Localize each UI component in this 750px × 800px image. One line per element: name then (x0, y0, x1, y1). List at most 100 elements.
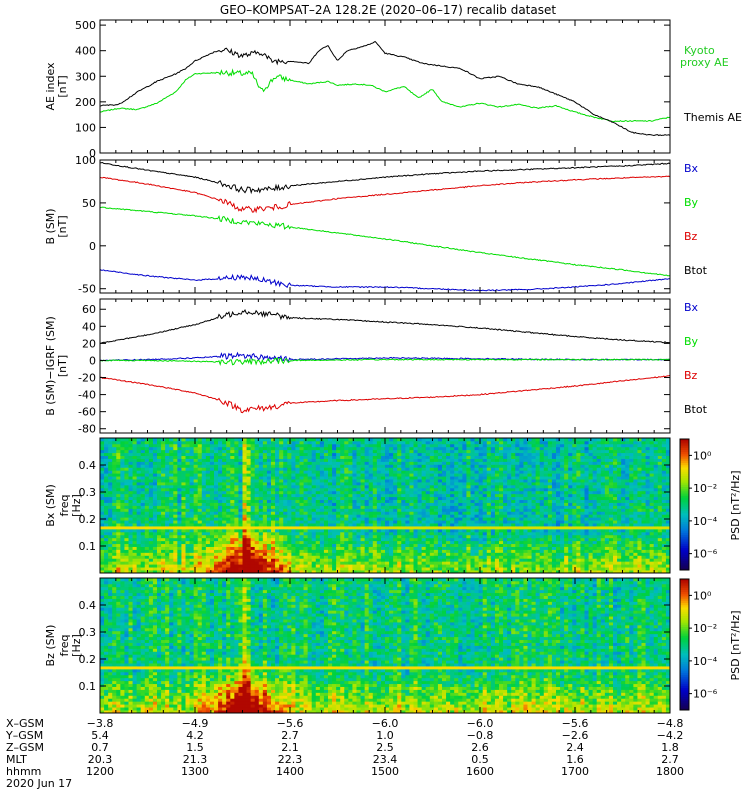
ephemeris-value: 5.4 (91, 729, 109, 742)
ae-legend-themis: Themis AE (683, 111, 742, 124)
ephemeris-value: −0.8 (467, 729, 494, 742)
legend-btot: Btot (684, 403, 708, 416)
colorbar-label: PSD [nT²/Hz] (729, 470, 742, 540)
ephemeris-row-label: MLT (6, 753, 27, 766)
y-axis-label: AE index (44, 62, 57, 111)
y-axis-label-secondary: freq (58, 635, 71, 657)
ephemeris-value: 1.8 (661, 741, 679, 754)
ephemeris-value: 1.6 (566, 753, 584, 766)
colorbar: 10⁰ 10⁻² 10⁻⁴ 10⁻⁶ PSD [nT²/Hz] (679, 438, 742, 571)
series-by (99, 357, 671, 366)
legend-by: By (684, 335, 699, 348)
panel-bx-spectrogram: 0.1 0.2 0.3 0.4 10⁰ 10⁻² 10⁻⁴ 10⁻⁶ PSD [nT²/Hz] B… (44, 437, 742, 574)
y-axis-unit: [nT] (56, 215, 69, 237)
panel-ae: 0 100 200 300 400 500 AE index [nT] (44, 19, 671, 160)
figure-title: GEO–KOMPSAT–2A 128.2E (2020–06–17) recal… (220, 3, 556, 17)
y-tick-label: -60 (78, 406, 96, 419)
ae-legend-kyoto-line2: proxy AE (680, 56, 729, 69)
legend-bz: Bz (684, 369, 698, 382)
y-tick-label: 0.1 (79, 540, 97, 553)
y-tick-label: 0.1 (79, 680, 97, 693)
ephemeris-value: 1.0 (376, 729, 394, 742)
panel-bz-spectrogram: 0.1 0.2 0.3 0.4 10⁰ 10⁻² 10⁻⁴ 10⁻⁶ PSD [nT²/Hz] B… (44, 577, 742, 714)
y-axis-label: Bx (SM) (44, 484, 57, 527)
y-tick-label: -80 (78, 423, 96, 436)
colorbar-tick-label: 10⁻⁴ (693, 515, 718, 528)
ae-legend-kyoto-line1: Kyoto (684, 44, 715, 57)
y-tick-label: -40 (78, 389, 96, 402)
ephemeris-value: 0.5 (471, 753, 489, 766)
heatmap-cells (100, 578, 671, 714)
y-tick-label: 100 (75, 121, 96, 134)
ephemeris-value: −4.2 (657, 729, 684, 742)
colorbar-tick-label: 10⁻² (693, 482, 717, 495)
ephemeris-row-label: Y–GSM (5, 729, 43, 742)
y-tick-label: -50 (78, 283, 96, 296)
colorbar-tick-label: 10⁰ (693, 589, 712, 602)
series-btot (99, 308, 670, 344)
y-tick-label: 100 (75, 154, 96, 167)
series-themis-ae (99, 40, 671, 137)
legend-btot: Btot (684, 264, 708, 277)
panel-bsm-igrf: -80 -60 -40 -20 0 20 40 60 Bx By Bz Btot B (SM)−IGRF… (44, 298, 708, 436)
ephemeris-value: 1700 (561, 765, 589, 778)
ephemeris-value: 1800 (656, 765, 684, 778)
ephemeris-table: X–GSM −3.8 −4.9 −5.6 −6.0 −6.0 −5.6 −4.8 Y–GSM 5.… (5, 717, 684, 790)
ephemeris-row-label: Z–GSM (6, 741, 44, 754)
y-tick-label: 0.4 (79, 599, 97, 612)
ephemeris-value: −5.6 (562, 717, 589, 730)
y-tick-label: 300 (75, 70, 96, 83)
ephemeris-value: −3.8 (87, 717, 114, 730)
y-axis-unit: [nT] (56, 355, 69, 377)
series-btot (99, 161, 671, 195)
ephemeris-value: 1.5 (186, 741, 204, 754)
y-tick-label: 50 (82, 197, 96, 210)
ephemeris-value: −6.0 (372, 717, 399, 730)
colorbar: 10⁰ 10⁻² 10⁻⁴ 10⁻⁶ PSD [nT²/Hz] (679, 578, 742, 711)
ephemeris-value: 1200 (86, 765, 114, 778)
ephemeris-value: −2.6 (562, 729, 589, 742)
ephemeris-value: 2.7 (661, 753, 679, 766)
colorbar-tick-label: 10⁰ (693, 449, 712, 462)
y-tick-label: 200 (75, 96, 96, 109)
ephemeris-value: 2.6 (471, 741, 489, 754)
ephemeris-value: 2.7 (281, 729, 299, 742)
y-tick-label: 20 (82, 337, 96, 350)
heatmap-cells (100, 438, 671, 574)
colorbar-tick-label: 10⁻⁶ (693, 548, 718, 561)
y-tick-label: 60 (82, 303, 96, 316)
colorbar-tick-label: 10⁻² (693, 622, 717, 635)
legend-by: By (684, 196, 699, 209)
ephemeris-value: 1400 (276, 765, 304, 778)
y-tick-label: 0.4 (79, 459, 97, 472)
ephemeris-value: −4.9 (182, 717, 209, 730)
colorbar-tick-label: 10⁻⁶ (693, 688, 718, 701)
colorbar-tick-label: 10⁻⁴ (693, 655, 718, 668)
y-tick-label: 40 (82, 320, 96, 333)
panel-frame (99, 19, 671, 154)
series-bz (99, 374, 671, 414)
y-tick-label: 500 (75, 19, 96, 32)
y-axis-unit: [Hz] (70, 494, 83, 517)
ephemeris-value: −5.6 (277, 717, 304, 730)
panel-frame (99, 298, 671, 434)
ephemeris-value: 0.7 (91, 741, 109, 754)
ephemeris-value: 1300 (181, 765, 209, 778)
y-axis-label: B (SM)−IGRF (SM) (44, 316, 57, 416)
y-axis-label-secondary: freq (58, 495, 71, 517)
overlays: Kyoto proxy AE Themis AE (680, 44, 742, 124)
ephemeris-value: 1600 (466, 765, 494, 778)
panel-bsm: -50 0 50 100 Bx By Bz Btot B (SM) [nT] (44, 154, 708, 296)
y-axis-label: B (SM) (44, 208, 57, 244)
ephemeris-value: −4.8 (657, 717, 684, 730)
y-tick-label: 0 (89, 240, 96, 253)
y-axis-label: Bz (SM) (44, 625, 57, 667)
ephemeris-row-label: X–GSM (6, 717, 44, 730)
ephemeris-value: 21.3 (183, 753, 208, 766)
ephemeris-value: 23.4 (373, 753, 398, 766)
series-kyoto-proxy-ae (100, 68, 671, 123)
ephemeris-value: 2.4 (566, 741, 584, 754)
y-axis-unit: [Hz] (70, 634, 83, 657)
